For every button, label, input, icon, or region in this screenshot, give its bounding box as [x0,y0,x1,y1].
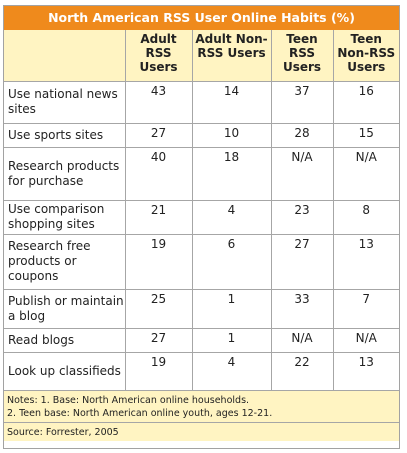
table-cell: 6 [191,233,272,290]
table-row: Read blogs 27 1 N/A N/A [4,327,399,353]
row-label: Look up classifieds [4,351,126,391]
row-label: Use comparison shopping sites [4,199,126,235]
table-cell: 4 [191,351,272,391]
data-table: Adult RSS Users Adult Non-RSS Users Teen… [4,30,399,391]
row-label: Research products for purchase [4,146,126,201]
table-cell: N/A [332,146,399,201]
table-row: Look up classifieds 19 4 22 13 [4,351,399,391]
table-cell: 15 [332,122,399,148]
table-cell: 16 [332,81,399,124]
table-cell: N/A [270,327,334,353]
column-header: Adult Non-RSS Users [191,30,272,82]
table-title: North American RSS User Online Habits (%… [4,6,399,30]
table-row: Use sports sites 27 10 28 15 [4,122,399,148]
table-row: Research free products or coupons 19 6 27 13 [4,233,399,290]
table-cell: 21 [124,199,193,235]
table-cell: 37 [270,81,334,124]
column-header: Teen RSS Users [270,30,334,82]
table-cell: 25 [124,288,193,329]
column-header: Adult RSS Users [124,30,193,82]
table-cell: 4 [191,199,272,235]
row-label: Publish or maintain a blog [4,288,126,329]
rss-habits-table-panel: North American RSS User Online Habits (%… [3,5,400,449]
table-cell: 23 [270,199,334,235]
table-cell: 7 [332,288,399,329]
table-cell: 8 [332,199,399,235]
table-cell: N/A [270,146,334,201]
table-notes: Notes: 1. Base: North American online ho… [4,390,399,423]
row-label: Research free products or coupons [4,233,126,290]
table-cell: 19 [124,233,193,290]
table-row: Use national news sites 43 14 37 16 [4,81,399,124]
table-row: Use comparison shopping sites 21 4 23 8 [4,199,399,235]
table-cell: 22 [270,351,334,391]
note-line: 2. Teen base: North American online yout… [7,407,273,419]
row-label: Read blogs [4,327,126,353]
table-row: Publish or maintain a blog 25 1 33 7 [4,288,399,329]
table-cell: 1 [191,327,272,353]
table-cell: 40 [124,146,193,201]
table-cell: 19 [124,351,193,391]
table-cell: N/A [332,327,399,353]
table-cell: 14 [191,81,272,124]
row-label: Use sports sites [4,122,126,148]
table-cell: 10 [191,122,272,148]
note-line: Notes: 1. Base: North American online ho… [7,394,250,406]
table-row: Research products for purchase 40 18 N/A N/A [4,146,399,201]
table-cell: 18 [191,146,272,201]
table-source: Source: Forrester, 2005 [4,422,399,441]
table-cell: 33 [270,288,334,329]
table-cell: 27 [124,122,193,148]
table-cell: 27 [124,327,193,353]
header-row: Adult RSS Users Adult Non-RSS Users Teen… [4,30,399,82]
column-header: Teen Non-RSS Users [332,30,399,82]
table-cell: 27 [270,233,334,290]
table-cell: 28 [270,122,334,148]
header-corner-cell [4,30,126,82]
table-cell: 1 [191,288,272,329]
table-cell: 43 [124,81,193,124]
row-label: Use national news sites [4,81,126,124]
table-cell: 13 [332,233,399,290]
table-cell: 13 [332,351,399,391]
